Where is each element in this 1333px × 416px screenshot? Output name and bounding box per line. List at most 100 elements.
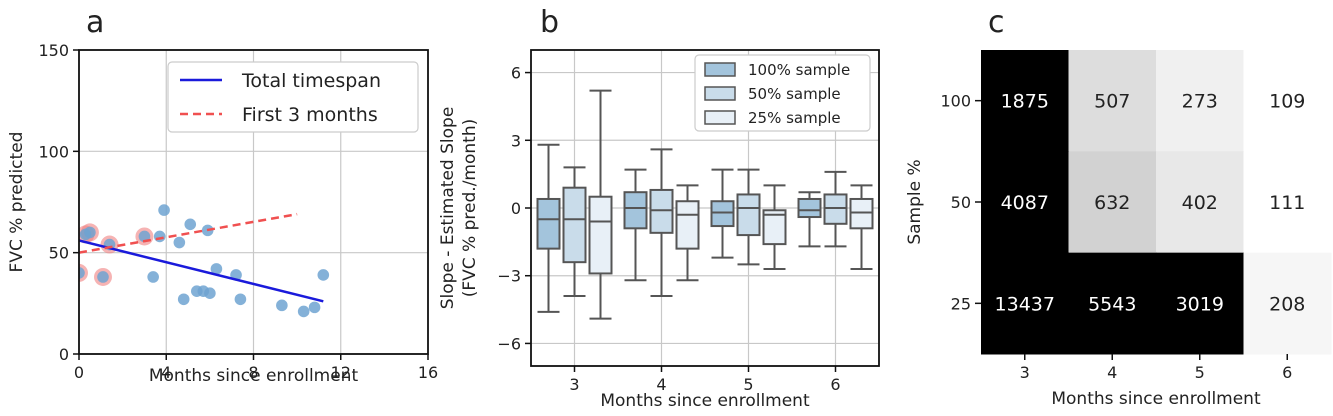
x-tick-label: 6: [1282, 363, 1292, 382]
heatmap-value: 3019: [1176, 293, 1224, 315]
scatter-point: [97, 271, 109, 283]
box-iqr: [649, 188, 674, 234]
box-100sample-month-5: [710, 168, 735, 259]
legend-swatch: [704, 86, 736, 101]
x-tick-label: 16: [418, 363, 438, 382]
plot-area: [79, 204, 330, 318]
box-50sample-month-5: [736, 168, 761, 266]
heatmap-value: 208: [1269, 293, 1305, 315]
legend: Total timespan First 3 months: [167, 61, 419, 133]
scatter-point: [210, 263, 223, 275]
y-tick-label: −6: [497, 334, 521, 353]
box-iqr: [623, 191, 648, 230]
panel-b-box-chart: 3 4 5 6 −6 −3 0 3 6 100% sample 50% sample 25% samp…: [438, 49, 880, 411]
y-axis-label: Sample %: [905, 159, 925, 244]
y-tick-label: 6: [511, 64, 521, 83]
x-axis-label: Months since enrollment: [149, 366, 359, 386]
heatmap-value: 402: [1182, 192, 1218, 214]
legend-label: 25% sample: [748, 109, 841, 127]
y-tick-label: −3: [497, 267, 521, 286]
x-tick-label: 12: [331, 363, 351, 382]
scatter-point: [276, 299, 288, 312]
scatter-point: [184, 218, 197, 231]
y-tick-label: 50: [49, 244, 69, 263]
box-25sample-month-6: [849, 184, 874, 270]
x-axis-label: Months since enrollment: [1051, 389, 1261, 409]
heatmap-cell: [1156, 252, 1244, 355]
heatmap-cell: [1243, 252, 1332, 355]
x-tick-label: 6: [830, 375, 840, 394]
first-3-months-line: [79, 212, 298, 254]
heatmap-cell: [1068, 151, 1157, 254]
scatter-point: [84, 226, 96, 239]
y-axis-label: FVC % predicted: [7, 132, 27, 273]
box-iqr: [762, 209, 787, 246]
box-iqr: [588, 195, 613, 275]
heatmap-value: 109: [1269, 91, 1305, 113]
y-tick-label: 3: [511, 131, 521, 150]
panel-a-scatter-chart: 0 4 8 12 16 0 50 100 150 Total timespan First 3 mo…: [7, 41, 438, 386]
heatmap-cell: [1243, 50, 1332, 152]
x-tick-label: 3: [569, 375, 579, 394]
heatmap-value: 111: [1269, 192, 1305, 214]
heatmap-value: 4087: [1001, 192, 1049, 214]
x-tick-label: 0: [74, 363, 84, 382]
scatter-point: [158, 204, 170, 216]
x-tick-label: 5: [743, 375, 753, 394]
box-iqr: [536, 197, 561, 250]
scatter-point: [177, 293, 190, 306]
x-tick-label: 4: [1107, 363, 1117, 382]
legend-label: First 3 months: [242, 104, 378, 126]
legend-box: [167, 61, 419, 133]
heatmap-value: 632: [1094, 192, 1130, 214]
heatmap-cell: [1156, 50, 1244, 152]
legend-box: [694, 54, 871, 132]
axes-frame: [530, 49, 880, 367]
heatmap-value: 1875: [1001, 91, 1049, 113]
box-50sample-month-4: [649, 148, 674, 298]
scatter-point: [308, 301, 321, 314]
legend-label: 50% sample: [748, 85, 841, 103]
x-tick-label: 4: [656, 375, 666, 394]
heatmap-cell: [1243, 151, 1332, 254]
panel-label-c: c: [988, 5, 1005, 40]
scatter-point: [147, 271, 159, 283]
heatmap-value: 5543: [1088, 293, 1136, 315]
scatter-point: [234, 293, 247, 306]
x-tick-label: 3: [1020, 363, 1030, 382]
heatmap-cell: [981, 50, 1069, 152]
heatmap-value: 507: [1094, 91, 1130, 113]
x-tick-label: 4: [161, 363, 171, 382]
legend: 100% sample 50% sample 25% sample: [694, 54, 871, 132]
y-tick-label: 25: [951, 294, 971, 313]
box-iqr: [797, 197, 822, 219]
scatter-point: [173, 236, 186, 249]
box-25sample-month-5: [762, 184, 787, 270]
x-axis-label: Months since enrollment: [600, 391, 810, 411]
y-tick-label: 100: [38, 142, 69, 161]
y-tick-label: 50: [951, 193, 971, 212]
heatmap-cell: [981, 151, 1069, 254]
legend-label: 100% sample: [748, 61, 850, 79]
box-iqr: [562, 186, 587, 264]
box-iqr: [823, 193, 848, 225]
box-100sample-month-4: [623, 168, 648, 282]
heatmap-cell: [1068, 50, 1157, 152]
box-50sample-month-6: [823, 170, 848, 248]
y-axis-label-line: (FVC % pred./month): [460, 119, 480, 297]
x-tick-label: 8: [248, 363, 258, 382]
panel-label-a: a: [86, 5, 104, 40]
heatmap-cell: [1068, 252, 1157, 355]
box-50sample-month-3: [562, 166, 587, 298]
box-100sample-month-3: [536, 143, 561, 313]
y-tick-label: 0: [59, 345, 69, 364]
heatmap-value: 273: [1182, 91, 1218, 113]
y-tick-label: 150: [38, 41, 69, 60]
box-iqr: [736, 193, 761, 237]
box-iqr: [675, 200, 700, 250]
y-tick-label: 100: [940, 92, 971, 111]
scatter-point: [204, 287, 216, 300]
total-timespan-line: [79, 239, 324, 303]
box-100sample-month-6: [797, 191, 822, 248]
